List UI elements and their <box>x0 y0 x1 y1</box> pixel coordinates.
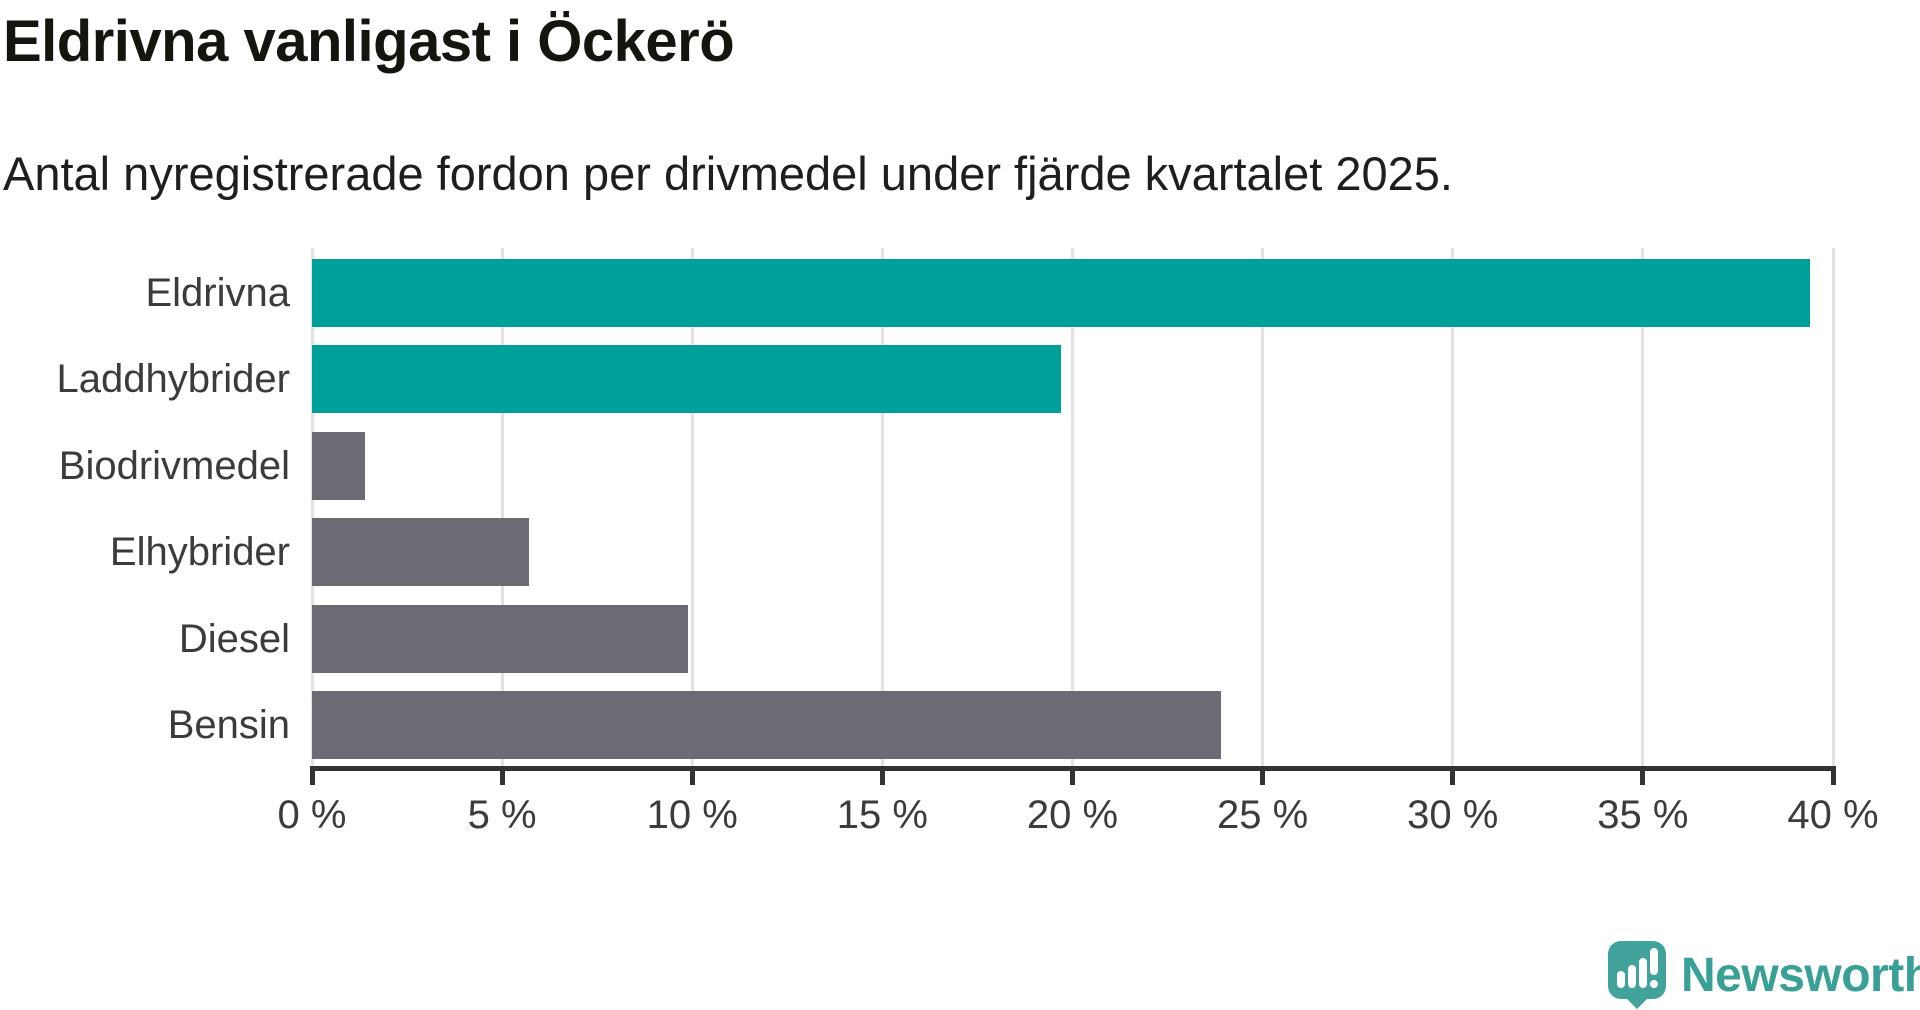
x-tick <box>1070 766 1075 785</box>
bar <box>312 518 529 587</box>
newsworthy-logo: Newsworthy <box>1608 941 1920 1009</box>
x-tick-label: 40 % <box>1787 793 1879 837</box>
category-label: Bensin <box>167 703 290 747</box>
bar <box>312 604 689 673</box>
x-tick-label: 10 % <box>646 793 738 837</box>
category-label: Biodrivmedel <box>58 443 290 488</box>
category-label: Laddhybrider <box>56 357 291 402</box>
page-subtitle: Antal nyregistrerade fordon per drivmede… <box>3 147 1453 200</box>
x-tick-label: 5 % <box>467 793 537 837</box>
x-tick-label: 25 % <box>1217 793 1309 837</box>
x-tick-label: 0 % <box>277 793 347 837</box>
page-title: Eldrivna vanligast i Öckerö <box>3 9 735 74</box>
x-tick <box>879 766 885 785</box>
x-tick <box>1260 766 1266 785</box>
plot-area <box>310 248 1835 767</box>
bar <box>312 259 1811 327</box>
bar <box>312 345 1062 414</box>
x-tick <box>1450 766 1456 785</box>
gridline <box>500 248 504 767</box>
bar <box>312 691 1221 759</box>
category-label: Elhybrider <box>109 530 290 575</box>
x-tick <box>499 766 505 785</box>
gridline <box>1071 248 1074 767</box>
bar <box>312 431 366 500</box>
category-label: Diesel <box>178 616 290 661</box>
x-axis: 0 % 5 % 10 % 15 % 20 % 25 % 30 % 35 % 40 % <box>278 766 1879 856</box>
x-tick-label: 15 % <box>836 793 928 837</box>
gridline <box>1641 248 1645 767</box>
y-axis-labels: Eldrivna Laddhybrider Biodrivmedel Elhybrid… <box>0 248 291 767</box>
category-label: Eldrivna <box>145 271 290 315</box>
newsworthy-speech-bubble-chart-icon <box>1608 941 1666 1009</box>
x-tick <box>309 766 315 785</box>
x-tick-label: 35 % <box>1597 793 1689 837</box>
gridline <box>1451 248 1455 767</box>
gridline <box>1261 248 1265 767</box>
gridline <box>690 248 694 767</box>
x-tick <box>1830 766 1836 785</box>
gridline <box>310 248 314 767</box>
x-tick <box>689 766 695 785</box>
x-tick <box>1640 766 1646 785</box>
x-tick-label: 20 % <box>1026 793 1119 837</box>
newsworthy-logo-text: Newsworthy <box>1681 948 1920 1002</box>
gridline <box>1831 248 1835 767</box>
gridline <box>880 248 884 767</box>
x-tick-label: 30 % <box>1407 793 1499 837</box>
